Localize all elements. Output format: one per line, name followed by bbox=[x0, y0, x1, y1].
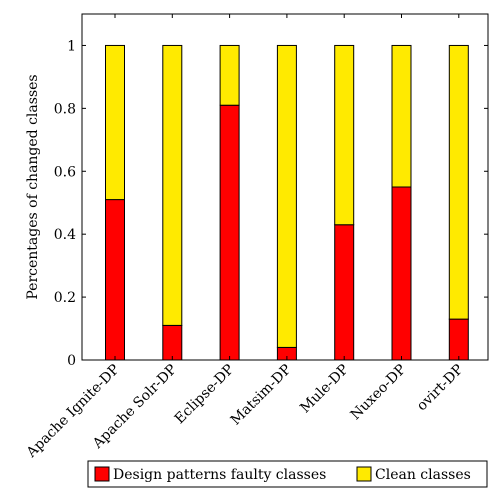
legend: Design patterns faulty classes Clean clas… bbox=[87, 460, 488, 488]
legend-label-1: Clean classes bbox=[375, 467, 471, 483]
bar-clean-3 bbox=[276, 44, 297, 348]
bar-faulty-4 bbox=[334, 224, 355, 361]
x-tick-label: Apache Ignite-DP bbox=[23, 362, 123, 462]
y-axis-label: Percentages of changed classes bbox=[25, 74, 41, 299]
legend-label-0: Design patterns faulty classes bbox=[113, 467, 326, 483]
x-tick-label: ovirt-DP bbox=[414, 362, 467, 415]
bar-faulty-0 bbox=[105, 199, 125, 361]
y-axis: 0 0.2 0.4 0.6 0.8 1 bbox=[54, 38, 488, 369]
bar-faulty-2 bbox=[219, 104, 240, 361]
bar-clean-1 bbox=[162, 44, 183, 326]
bar-clean-4 bbox=[334, 44, 355, 226]
y-tick-label: 0.2 bbox=[54, 290, 76, 306]
y-tick-label: 0.8 bbox=[54, 101, 76, 117]
bar-faulty-1 bbox=[162, 324, 183, 361]
bar-faulty-5 bbox=[391, 186, 412, 361]
bar-clean-2 bbox=[219, 44, 240, 106]
plot-frame bbox=[81, 13, 489, 361]
x-tick-label: Mule-DP bbox=[297, 362, 352, 417]
y-tick-label: 0.6 bbox=[54, 164, 76, 180]
bar-faulty-6 bbox=[448, 318, 469, 361]
bars-layer bbox=[105, 44, 469, 361]
legend-box bbox=[87, 460, 488, 488]
legend-swatch-1 bbox=[356, 466, 372, 482]
legend-swatch-0 bbox=[94, 466, 110, 482]
y-tick-label: 0 bbox=[67, 353, 76, 369]
y-tick-label: 0.4 bbox=[54, 227, 76, 243]
bar-clean-0 bbox=[105, 44, 125, 201]
bar-clean-5 bbox=[391, 44, 412, 188]
bar-clean-6 bbox=[448, 44, 469, 320]
x-tick-label: Matsim-DP bbox=[228, 362, 295, 429]
y-tick-label: 1 bbox=[67, 38, 76, 54]
x-tick-label: Nuxeo-DP bbox=[348, 362, 410, 424]
